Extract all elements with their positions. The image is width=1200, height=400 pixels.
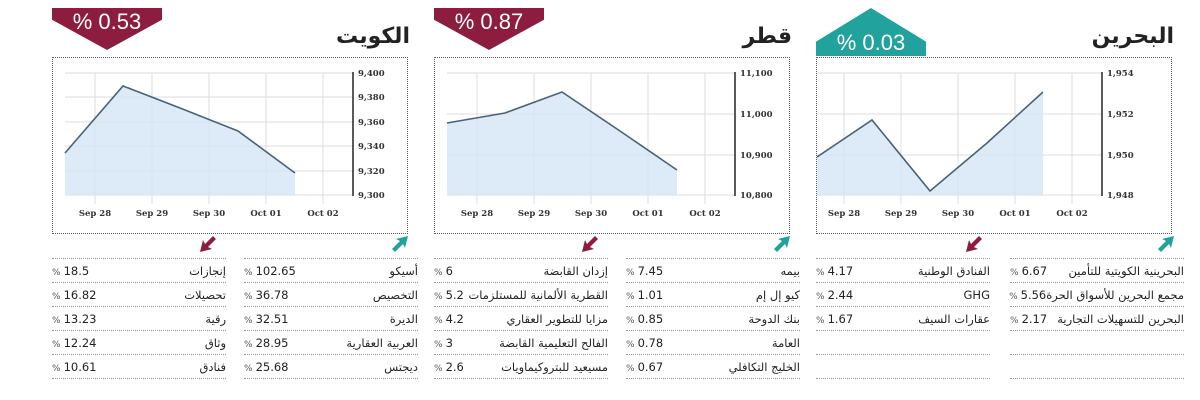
list-item: الفالح التعليمية القابضة% 3 <box>434 330 608 354</box>
list-item: فنادق% 10.61 <box>52 354 226 379</box>
svg-text:11,100: 11,100 <box>740 69 773 79</box>
list-item: العامة% 0.78 <box>626 330 800 354</box>
svg-text:9,320: 9,320 <box>358 167 385 177</box>
list-item: البحرينية الكويتية للتأمين% 6.67 <box>1010 258 1184 282</box>
svg-text:1,952: 1,952 <box>1107 110 1134 120</box>
line-area-chart: 1,954 1,952 1,950 1,948 Sep 28 Sep 29 Sep 30 O… <box>817 69 1134 219</box>
list-item: الفنادق الوطنية% 4.17 <box>816 258 990 282</box>
list-item: وثاق% 12.24 <box>52 330 226 354</box>
losers-list-bahrain: الفنادق الوطنية% 4.17 GHG% 2.44 عقارات الس… <box>816 258 990 379</box>
svg-text:Sep 29: Sep 29 <box>885 209 917 219</box>
chart-bahrain: 1,954 1,952 1,950 1,948 Sep 28 Sep 29 Sep 30 O… <box>816 57 1172 234</box>
list-item-empty <box>816 354 990 379</box>
chart-qatar: 11,100 11,000 10,900 10,800 Sep 28 Sep 29 Sep… <box>434 57 790 234</box>
svg-text:Sep 29: Sep 29 <box>136 209 168 219</box>
svg-text:1,948: 1,948 <box>1107 191 1134 201</box>
svg-text:9,380: 9,380 <box>358 93 385 103</box>
svg-text:10,800: 10,800 <box>740 191 773 201</box>
svg-text:Sep 30: Sep 30 <box>575 209 607 219</box>
svg-text:Sep 28: Sep 28 <box>461 209 493 219</box>
svg-text:Sep 28: Sep 28 <box>79 209 111 219</box>
svg-text:Sep 30: Sep 30 <box>193 209 225 219</box>
list-item: إنجازات% 18.5 <box>52 258 226 282</box>
list-item: GHG% 2.44 <box>816 282 990 306</box>
svg-text:9,360: 9,360 <box>358 118 385 128</box>
down-left-arrow-icon <box>966 236 982 252</box>
list-item: الديرة% 32.51 <box>244 306 418 330</box>
gainers-list-qatar: بيمه% 7.45 كيو إل إم% 1.01 بنك الدوحة% 0.85… <box>626 258 800 379</box>
change-value: % 0.03 <box>836 30 906 55</box>
list-item-empty <box>1010 354 1184 379</box>
list-item: بيمه% 7.45 <box>626 258 800 282</box>
up-right-arrow-icon <box>774 236 790 252</box>
panel-qatar: % 0.87 قطر 11,100 11,000 10,900 10,800 Sep … <box>434 0 800 400</box>
svg-text:10,900: 10,900 <box>740 151 773 161</box>
svg-text:9,340: 9,340 <box>358 142 385 152</box>
svg-text:Sep 30: Sep 30 <box>942 209 974 219</box>
panel-title-bahrain: البحرين <box>1091 24 1174 49</box>
list-item: عقارات السيف% 1.67 <box>816 306 990 330</box>
svg-text:11,000: 11,000 <box>740 110 773 120</box>
panel-bahrain: % 0.03 البحرين 1,954 1,952 1,950 1,948 Sep … <box>816 0 1184 400</box>
list-item: العربية العقارية% 28.95 <box>244 330 418 354</box>
panel-title-qatar: قطر <box>742 24 792 49</box>
list-item: مزايا للتطوير العقاري% 4.2 <box>434 306 608 330</box>
list-item: ديجتس% 25.68 <box>244 354 418 379</box>
list-item: البحرين للتسهيلات التجارية% 2.17 <box>1010 306 1184 330</box>
up-right-arrow-icon <box>392 236 408 252</box>
list-item: تحصيلات% 16.82 <box>52 282 226 306</box>
svg-text:Oct 01: Oct 01 <box>250 209 281 219</box>
svg-text:Oct 01: Oct 01 <box>999 209 1030 219</box>
list-item: القطرية الألمانية للمستلزمات% 5.2 <box>434 282 608 306</box>
losers-list-qatar: إزدان القابضة% 6 القطرية الألمانية للمستل… <box>434 258 608 379</box>
svg-text:Oct 02: Oct 02 <box>1056 209 1087 219</box>
list-item: كيو إل إم% 1.01 <box>626 282 800 306</box>
svg-text:Oct 01: Oct 01 <box>632 209 663 219</box>
list-item: بنك الدوحة% 0.85 <box>626 306 800 330</box>
list-item: مجمع البحرين للأسواق الحرة% 5.56 <box>1009 282 1184 306</box>
list-item: أسيكو% 102.65 <box>244 258 418 282</box>
svg-text:Sep 29: Sep 29 <box>518 209 550 219</box>
losers-list-kuwait: إنجازات% 18.5 تحصيلات% 16.82 رقية% 13.23 وث… <box>52 258 226 379</box>
change-badge-qatar: % 0.87 <box>434 8 544 50</box>
down-left-arrow-icon <box>582 236 598 252</box>
svg-text:Sep 28: Sep 28 <box>828 209 860 219</box>
change-badge-bahrain: % 0.03 <box>816 8 926 56</box>
line-area-chart: 9,400 9,380 9,360 9,340 9,320 9,300 Sep 28 Sep… <box>64 69 385 219</box>
gainers-list-bahrain: البحرينية الكويتية للتأمين% 6.67 مجمع الب… <box>1009 258 1184 379</box>
change-value: % 0.53 <box>72 9 142 34</box>
panel-kuwait: % 0.53 الكويت 9,400 9,380 9,360 9,340 9,320 9… <box>52 0 418 400</box>
list-item: مسيعيد للبتروكيماويات% 2.6 <box>434 354 608 379</box>
change-badge-kuwait: % 0.53 <box>52 8 162 50</box>
list-item: الخليج التكافلي% 0.67 <box>626 354 800 379</box>
svg-text:Oct 02: Oct 02 <box>307 209 338 219</box>
panel-title-kuwait: الكويت <box>336 24 410 49</box>
svg-text:1,950: 1,950 <box>1107 151 1134 161</box>
list-item: إزدان القابضة% 6 <box>434 258 608 282</box>
line-area-chart: 11,100 11,000 10,900 10,800 Sep 28 Sep 29 Sep… <box>446 69 773 219</box>
svg-text:1,954: 1,954 <box>1107 69 1134 79</box>
svg-text:Oct 02: Oct 02 <box>689 209 720 219</box>
list-item-empty <box>1010 330 1184 354</box>
chart-kuwait: 9,400 9,380 9,360 9,340 9,320 9,300 Sep 28 Sep… <box>52 57 408 234</box>
down-left-arrow-icon <box>200 236 216 252</box>
change-value: % 0.87 <box>454 9 524 34</box>
svg-text:9,300: 9,300 <box>358 191 385 201</box>
svg-text:9,400: 9,400 <box>358 69 385 79</box>
gainers-list-kuwait: أسيكو% 102.65 التخصيص% 36.78 الديرة% 32.51 … <box>244 258 418 379</box>
list-item-empty <box>816 330 990 354</box>
list-item: التخصيص% 36.78 <box>244 282 418 306</box>
up-right-arrow-icon <box>1158 236 1174 252</box>
list-item: رقية% 13.23 <box>52 306 226 330</box>
